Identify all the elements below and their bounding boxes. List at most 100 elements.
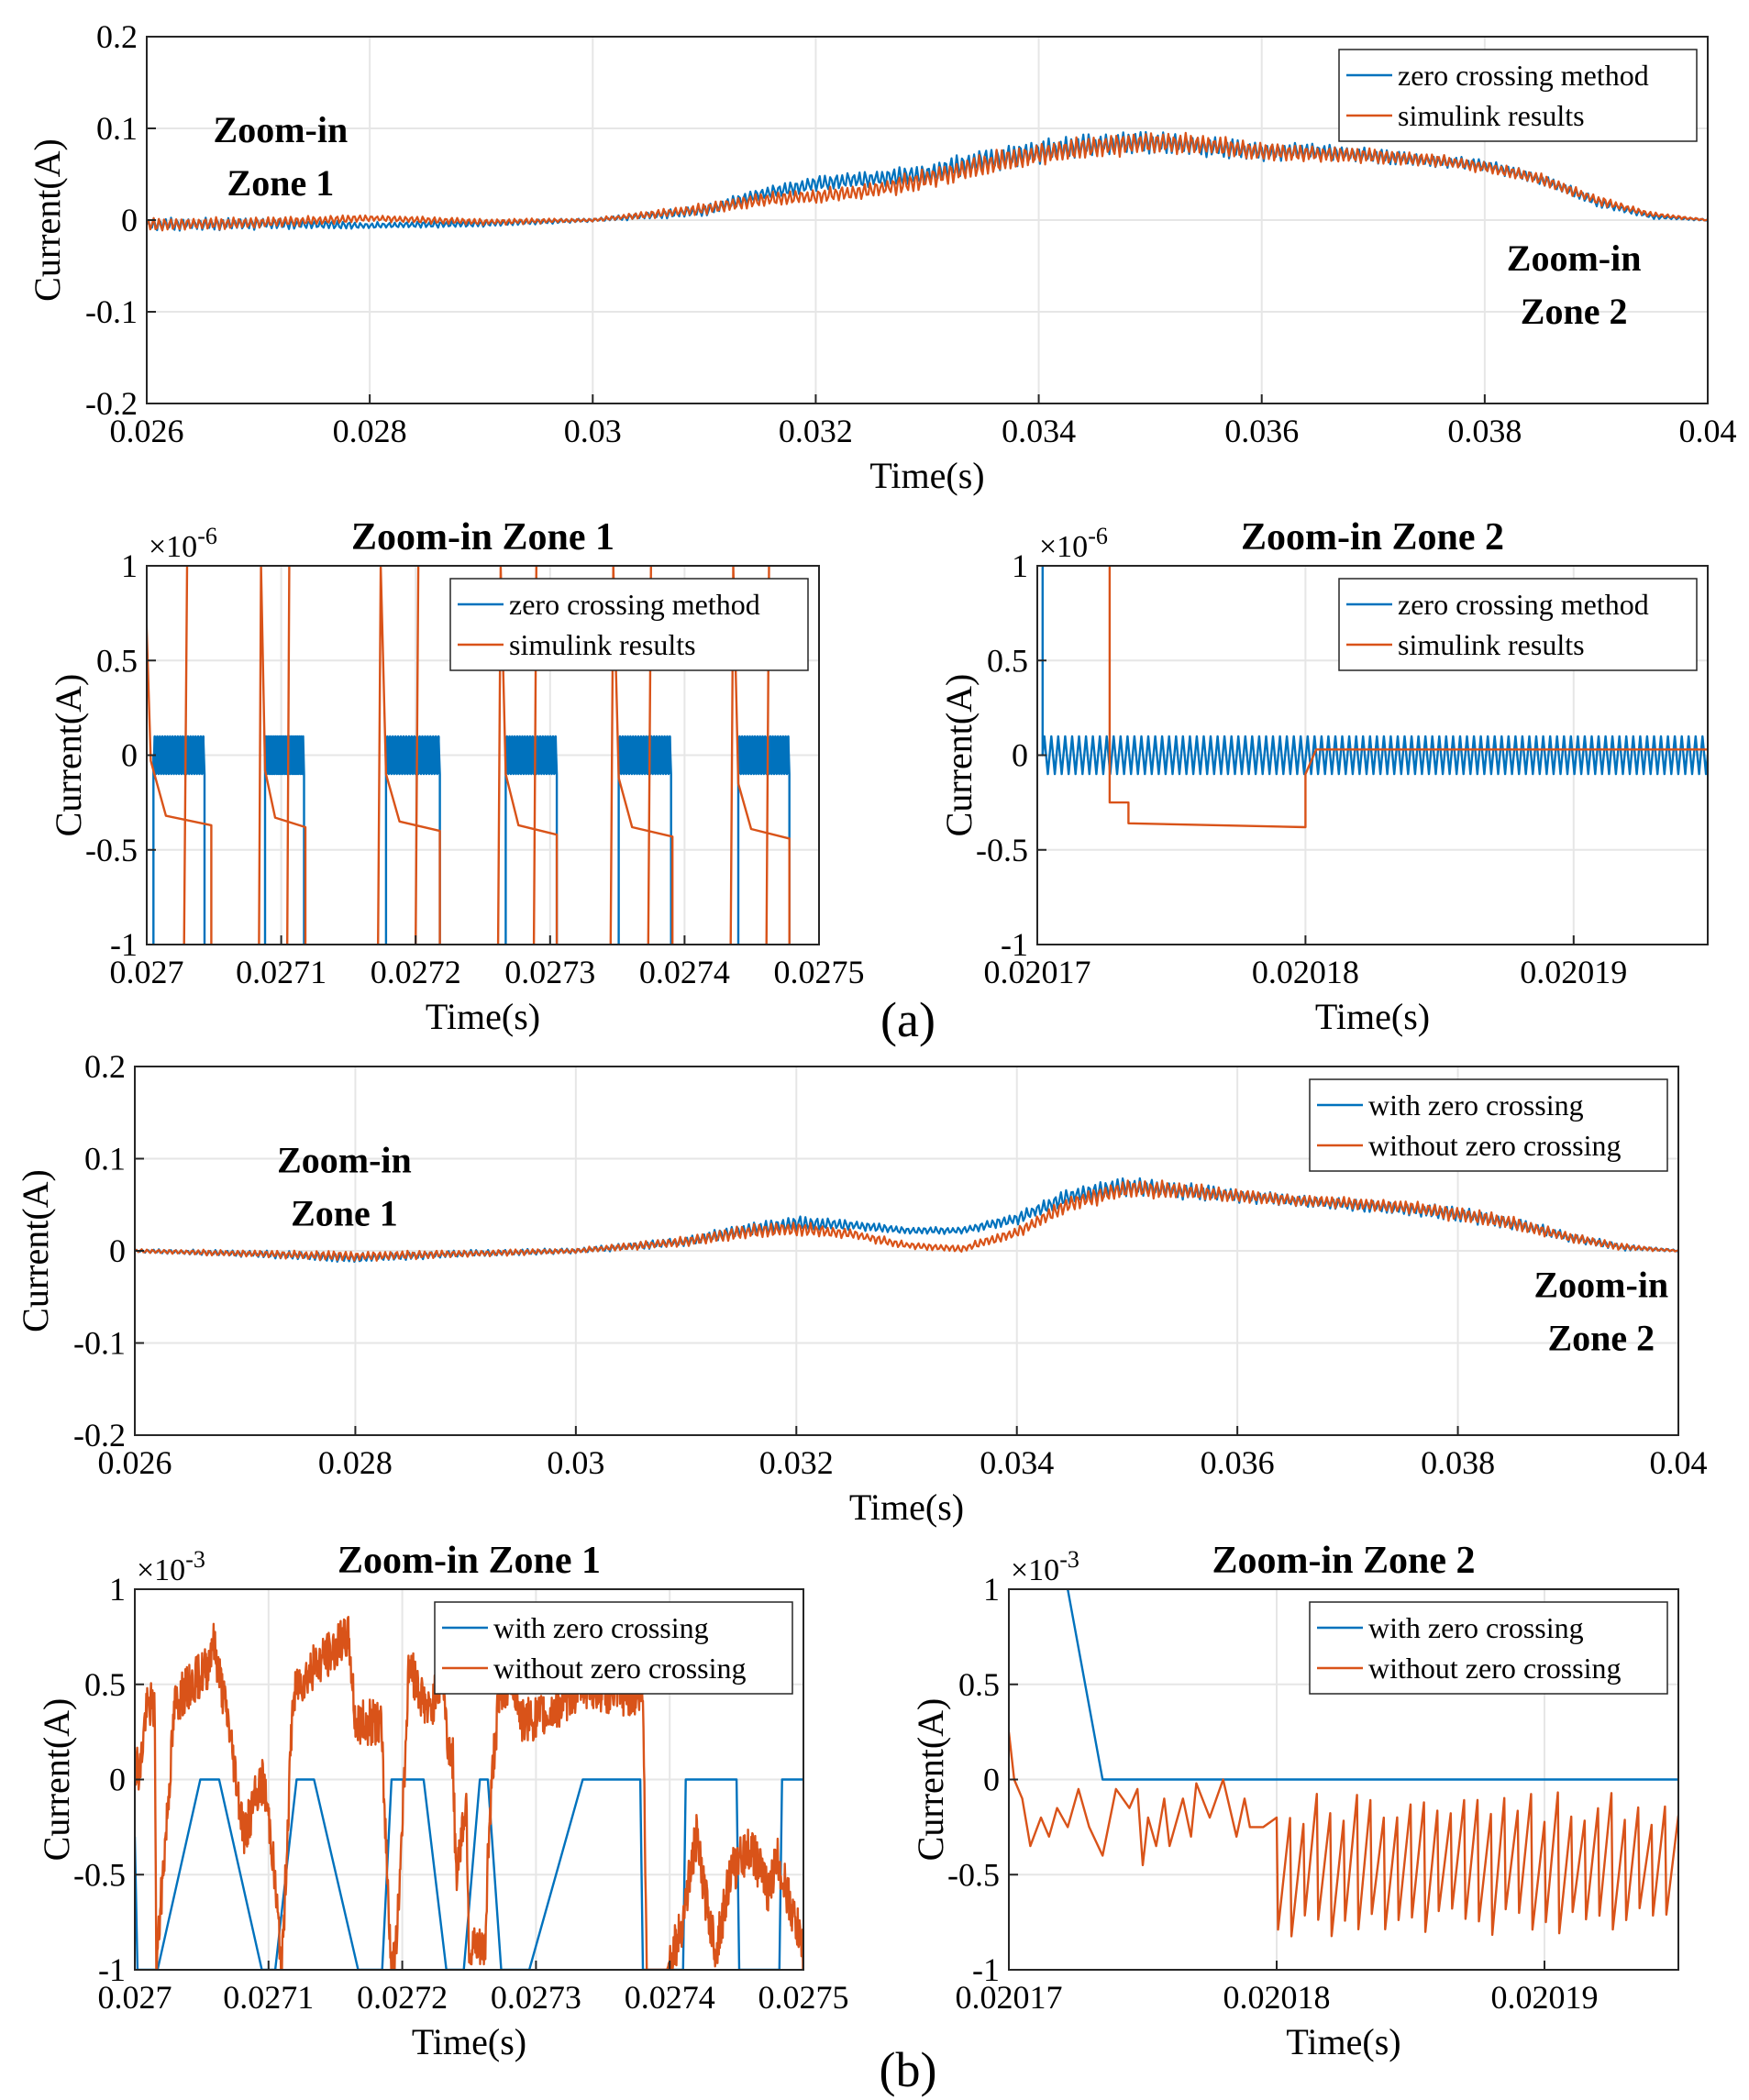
y-tick-label: 0.5	[84, 1666, 126, 1703]
x-tick-label: 0.036	[1224, 413, 1299, 449]
legend-box	[1309, 1601, 1668, 1695]
legend-label: without zero crossing	[493, 1652, 747, 1685]
y-tick-label: 0.2	[84, 1048, 126, 1085]
x-axis-label: Time(s)	[426, 996, 540, 1037]
series-line-orange	[147, 566, 791, 945]
plot-title: Zoom-in Zone 1	[338, 1540, 601, 1582]
x-tick-label: 0.0273	[491, 1979, 581, 2016]
x-tick-label: 0.02018	[1252, 954, 1359, 990]
series-line-blue	[135, 1778, 803, 1970]
legend-label: without zero crossing	[1368, 1652, 1622, 1685]
legend-box	[1338, 49, 1698, 142]
zoom-annotation: Zoom-in	[1507, 238, 1642, 279]
y-tick-label: 1	[121, 547, 138, 584]
legend-box	[449, 578, 809, 671]
y-axis-label: Current(A)	[48, 674, 89, 837]
series-line-blue	[147, 130, 1708, 232]
plot-title: Zoom-in Zone 2	[1212, 1540, 1475, 1582]
legend-label: simulink results	[509, 628, 696, 661]
y-multiplier: ×10-6	[1039, 523, 1108, 564]
x-axis-label: Time(s)	[1315, 996, 1430, 1037]
legend-label: simulink results	[1398, 99, 1585, 132]
panel-b-zoom-zone-1-plot: 0.027 0.0271 0.0272 0.0273 0.0274 0.0275 -1 -0.…	[36, 1540, 849, 2062]
series-group	[147, 130, 1708, 232]
zoom-annotation: Zone 2	[1548, 1317, 1655, 1358]
x-tick-label: 0.032	[759, 1444, 834, 1481]
x-tick-label: 0.038	[1447, 413, 1522, 449]
y-tick-label: 1	[983, 1571, 1000, 1608]
x-tick-label: 0.0275	[758, 1979, 849, 2016]
burst-band	[385, 735, 440, 775]
zoom-annotation: Zone 1	[227, 162, 335, 204]
y-tick-label: -0.5	[947, 1856, 1000, 1893]
legend-label: zero crossing method	[509, 588, 760, 621]
legend-label: zero crossing method	[1398, 59, 1649, 92]
y-tick-label: -1	[1001, 926, 1028, 963]
y-exponent: -3	[185, 1546, 205, 1573]
x-axis-label: Time(s)	[412, 2021, 526, 2062]
y-tick-label: 0	[121, 202, 138, 238]
y-tick-label: 0.2	[96, 18, 138, 55]
y-tick-label: 0	[983, 1762, 1000, 1798]
legend-label: with zero crossing	[493, 1611, 709, 1644]
y-tick-label: 0.1	[84, 1141, 126, 1177]
y-tick-label: 0.5	[987, 642, 1028, 679]
legend: zero crossing method simulink results	[1338, 578, 1698, 671]
legend: with zero crossing without zero crossing	[434, 1601, 793, 1695]
y-tick-label: -0.1	[73, 1325, 126, 1362]
y-tick-label: -1	[972, 1951, 1000, 1988]
legend-label: simulink results	[1398, 628, 1585, 661]
burst-band	[505, 735, 558, 775]
x-tick-label: 0.0272	[371, 954, 461, 990]
y-tick-label: 0	[109, 1232, 126, 1269]
series-group	[135, 1177, 1678, 1264]
y-multiplier: ×10-3	[137, 1546, 205, 1587]
series-line-orange	[135, 1179, 1678, 1262]
series-group	[1041, 566, 1708, 829]
x-axis-label: Time(s)	[869, 455, 984, 496]
x-tick-label: 0.02018	[1223, 1979, 1331, 2016]
x-tick-label: 0.0271	[223, 1979, 314, 2016]
panel-a-zoom-zone-1-plot: 0.027 0.0271 0.0272 0.0273 0.0274 0.0275 -1 -0.…	[48, 516, 865, 1037]
y-tick-label: -0.2	[85, 385, 138, 422]
legend: with zero crossing without zero crossing	[1309, 1601, 1668, 1695]
zoom-annotation: Zoom-in	[1534, 1264, 1669, 1305]
caption-b: (b)	[880, 2042, 937, 2097]
series-line-blue	[1067, 1589, 1678, 1781]
y-tick-label: 0.1	[96, 110, 138, 147]
series-group	[135, 1616, 803, 1970]
y-multiplier: ×10-3	[1011, 1546, 1079, 1587]
series-line-orange	[135, 1616, 803, 1970]
x-tick-label: 0.03	[564, 413, 622, 449]
plot-title: Zoom-in Zone 1	[351, 516, 614, 558]
y-exponent: -3	[1059, 1546, 1079, 1573]
x-tick-label: 0.02019	[1491, 1979, 1599, 2016]
panel-a-zoom-zone-2-plot: 0.02017 0.02018 0.02019 -1 -0.5 0 0.5 1 Time(s) C…	[938, 516, 1709, 1037]
x-tick-label: 0.026	[110, 413, 184, 449]
series-group	[1009, 1589, 1678, 1938]
x-tick-label: 0.0274	[639, 954, 730, 990]
legend-box	[434, 1601, 793, 1695]
x-tick-label: 0.0272	[357, 1979, 448, 2016]
x-tick-label: 0.027	[98, 1979, 172, 2016]
y-tick-label: 0	[121, 737, 138, 774]
x-tick-label: 0.04	[1679, 413, 1737, 449]
x-tick-label: 0.027	[110, 954, 184, 990]
series-line-orange	[147, 131, 1708, 232]
burst-band	[265, 735, 304, 775]
legend: zero crossing method simulink results	[449, 578, 809, 671]
y-exponent: -6	[1088, 523, 1108, 549]
y-tick-label: -0.5	[85, 832, 138, 868]
x-tick-label: 0.036	[1201, 1444, 1275, 1481]
panel-a-main-current-plot: 0.026 0.028 0.03 0.032 0.034 0.036 0.038 0.04 -0…	[27, 18, 1737, 496]
zoom-annotation: Zoom-in	[277, 1140, 412, 1181]
x-axis-label: Time(s)	[849, 1487, 964, 1528]
series-line-orange	[1009, 1731, 1678, 1938]
y-tick-label: 1	[109, 1571, 126, 1608]
x-tick-label: 0.034	[980, 1444, 1054, 1481]
x-tick-label: 0.03	[547, 1444, 604, 1481]
y-axis-label: Current(A)	[910, 1698, 951, 1862]
legend-label: without zero crossing	[1368, 1129, 1622, 1162]
x-tick-label: 0.028	[318, 1444, 393, 1481]
